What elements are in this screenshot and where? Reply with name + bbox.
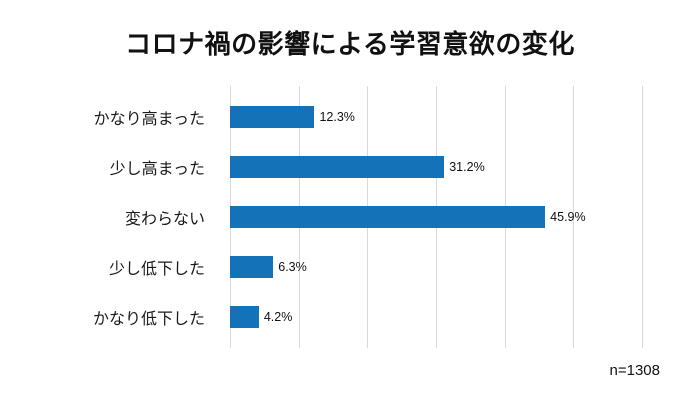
chart-rows: かなり高まった 12.3% 少し高まった 31.2% 変わらない 45.9% 少し低下した 6… [60,92,642,342]
bar [230,256,274,278]
bar-track: 4.2% [230,292,642,342]
bar-track: 12.3% [230,92,642,142]
gridline [642,86,643,348]
gridline [573,86,575,348]
value-label: 6.3% [278,260,307,274]
bar-track: 6.3% [230,242,642,292]
chart-title: コロナ禍の影響による学習意欲の変化 [125,29,575,59]
bar [230,306,259,328]
value-label: 45.9% [550,210,586,224]
value-label: 4.2% [263,310,293,324]
chart-row: 少し低下した 6.3% [60,242,642,292]
value-label: 12.3% [319,110,355,124]
category-label: かなり低下した [92,311,205,328]
category-label: 少し低下した [108,261,205,278]
bar [230,106,315,128]
bar [230,156,445,178]
chart-row: かなり高まった 12.3% [60,92,642,142]
category-label: 少し高まった [109,161,205,178]
chart-row: 少し高まった 31.2% [60,142,642,192]
category-label: 変わらない [124,211,205,228]
value-label: 31.2% [449,160,485,174]
chart-row: かなり低下した 4.2% [60,292,642,342]
bar [230,206,546,228]
bar-chart: かなり高まった 12.3% 少し高まった 31.2% 変わらない 45.9% 少し低下した 6… [60,86,643,348]
category-label: かなり高まった [93,111,205,128]
bar-track: 31.2% [230,142,642,192]
sample-size-label: n=1308 [609,362,660,379]
chart-row: 変わらない 45.9% [60,192,642,242]
bar-track: 45.9% [230,192,642,242]
